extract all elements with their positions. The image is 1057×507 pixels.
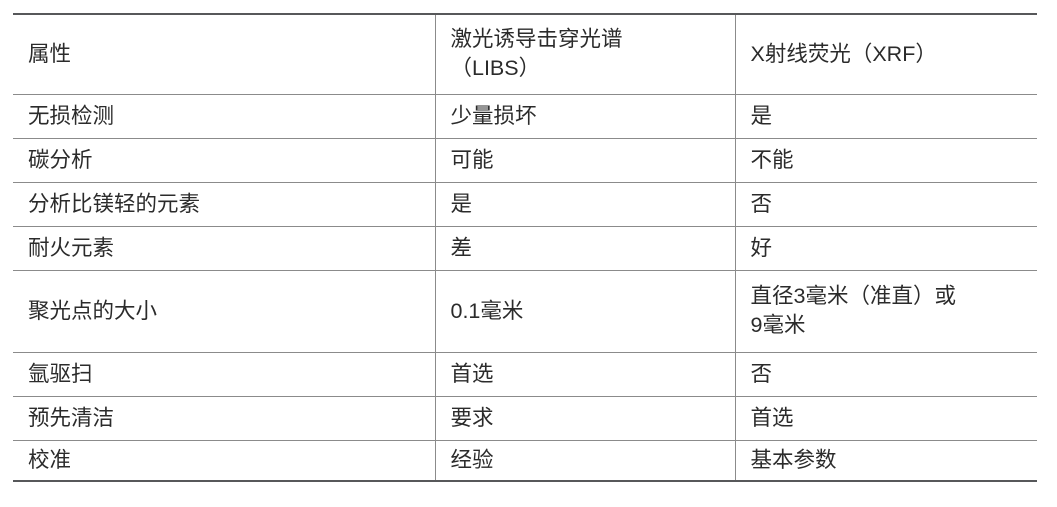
table-row-spot-size: 聚光点的大小 0.1毫米 直径3毫米（准直）或 9毫米 — [13, 270, 1037, 353]
table-row-calibration: 校准 经验 基本参数 — [13, 440, 1037, 482]
cell-attribute: 氩驱扫 — [13, 352, 435, 397]
table-row-refractory-elements: 耐火元素 差 好 — [13, 226, 1037, 271]
cell-text: 不能 — [750, 147, 794, 172]
cell-libs-value: 经验 — [434, 440, 735, 482]
cell-libs-value: 要求 — [434, 396, 735, 441]
cell-xrf-value: 否 — [734, 352, 1037, 397]
libs-xrf-comparison-table: 属性 激光诱导击穿光谱 （LIBS） X射线荧光（XRF） 无损检测 少量损坏 … — [13, 13, 1037, 482]
cell-text: 首选 — [750, 405, 794, 430]
cell-libs-value: 是 — [434, 182, 735, 227]
cell-text: 否 — [750, 191, 773, 216]
header-text: 属性 — [28, 41, 72, 66]
cell-xrf-value: 直径3毫米（准直）或 9毫米 — [734, 270, 1037, 353]
cell-attribute: 无损检测 — [13, 94, 435, 139]
cell-attribute: 预先清洁 — [13, 396, 435, 441]
header-text: （LIBS） — [450, 56, 541, 81]
cell-text: 耐火元素 — [28, 235, 115, 260]
cell-text: 要求 — [450, 405, 494, 430]
cell-xrf-value: 首选 — [734, 396, 1037, 441]
header-text: X射线荧光（XRF） — [750, 41, 937, 66]
header-cell-xrf: X射线荧光（XRF） — [734, 14, 1037, 95]
cell-text: 氩驱扫 — [28, 361, 93, 386]
cell-text: 校准 — [28, 447, 72, 472]
header-cell-libs: 激光诱导击穿光谱 （LIBS） — [434, 14, 735, 95]
cell-text: 直径3毫米（准直）或 — [750, 284, 956, 308]
cell-xrf-value: 好 — [734, 226, 1037, 271]
cell-libs-value: 首选 — [434, 352, 735, 397]
cell-text: 好 — [750, 235, 773, 260]
cell-text: 少量损坏 — [450, 103, 537, 128]
cell-text: 经验 — [450, 447, 494, 472]
cell-text: 预先清洁 — [28, 405, 115, 430]
cell-libs-value: 0.1毫米 — [434, 270, 735, 353]
cell-attribute: 校准 — [13, 440, 435, 482]
table-row-carbon-analysis: 碳分析 可能 不能 — [13, 138, 1037, 183]
cell-text: 是 — [450, 191, 473, 216]
cell-attribute: 碳分析 — [13, 138, 435, 183]
table-row-light-elements: 分析比镁轻的元素 是 否 — [13, 182, 1037, 227]
header-cell-attribute: 属性 — [13, 14, 435, 95]
cell-xrf-value: 否 — [734, 182, 1037, 227]
cell-text: 0.1毫米 — [450, 298, 524, 323]
table-row-argon-purge: 氩驱扫 首选 否 — [13, 352, 1037, 397]
cell-libs-value: 差 — [434, 226, 735, 271]
cell-text: 9毫米 — [750, 313, 806, 337]
cell-attribute: 分析比镁轻的元素 — [13, 182, 435, 227]
cell-text: 首选 — [450, 361, 494, 386]
cell-text: 分析比镁轻的元素 — [28, 191, 201, 216]
cell-text: 差 — [450, 235, 473, 260]
header-text: 激光诱导击穿光谱 — [450, 27, 623, 52]
cell-libs-value: 可能 — [434, 138, 735, 183]
cell-text: 可能 — [450, 147, 494, 172]
cell-text: 碳分析 — [28, 147, 93, 172]
cell-libs-value: 少量损坏 — [434, 94, 735, 139]
cell-text: 无损检测 — [28, 103, 115, 128]
cell-xrf-value: 不能 — [734, 138, 1037, 183]
cell-attribute: 耐火元素 — [13, 226, 435, 271]
cell-attribute: 聚光点的大小 — [13, 270, 435, 353]
table-header-row: 属性 激光诱导击穿光谱 （LIBS） X射线荧光（XRF） — [13, 14, 1037, 95]
cell-text: 是 — [750, 103, 773, 128]
table-row-nondestructive: 无损检测 少量损坏 是 — [13, 94, 1037, 139]
cell-text: 否 — [750, 361, 773, 386]
cell-text: 基本参数 — [750, 447, 837, 472]
cell-xrf-value: 是 — [734, 94, 1037, 139]
cell-text: 聚光点的大小 — [28, 298, 158, 323]
table-row-precleaning: 预先清洁 要求 首选 — [13, 396, 1037, 441]
cell-xrf-value: 基本参数 — [734, 440, 1037, 482]
